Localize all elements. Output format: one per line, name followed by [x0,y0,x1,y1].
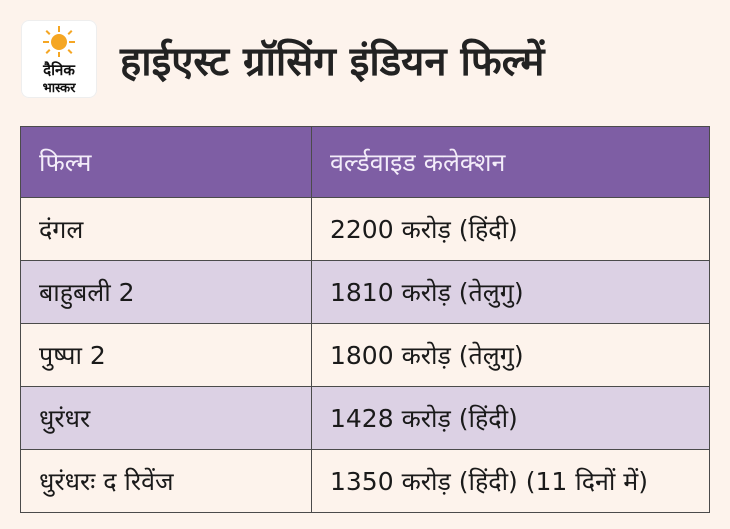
page-title: हाईएस्ट ग्रॉसिंग इंडियन फिल्में [120,39,545,85]
table-row: धुरंधरः द रिवेंज 1350 करोड़ (हिंदी) (11 … [20,449,710,513]
table-row: दंगल 2200 करोड़ (हिंदी) [20,197,710,261]
film-cell: धुरंधर [20,386,312,450]
logo-line1: दैनिक [43,61,75,79]
film-cell: पुष्पा 2 [20,323,312,387]
column-header-film: फिल्म [20,126,312,198]
film-cell: धुरंधरः द रिवेंज [20,449,312,513]
table-row: धुरंधर 1428 करोड़ (हिंदी) [20,386,710,450]
collection-cell: 1800 करोड़ (तेलुगु) [311,323,710,387]
film-cell: दंगल [20,197,312,261]
films-table: फिल्म वर्ल्डवाइड कलेक्शन दंगल 2200 करोड़… [20,126,710,513]
dainik-bhaskar-logo: दैनिक भास्कर [21,20,97,98]
sun-icon [43,26,75,57]
table-row: पुष्पा 2 1800 करोड़ (तेलुगु) [20,323,710,387]
table-header-row: फिल्म वर्ल्डवाइड कलेक्शन [20,126,710,198]
film-cell: बाहुबली 2 [20,260,312,324]
collection-cell: 1350 करोड़ (हिंदी) (11 दिनों में) [311,449,710,513]
logo-line2: भास्कर [42,81,76,96]
collection-cell: 2200 करोड़ (हिंदी) [311,197,710,261]
collection-cell: 1428 करोड़ (हिंदी) [311,386,710,450]
table-row: बाहुबली 2 1810 करोड़ (तेलुगु) [20,260,710,324]
collection-cell: 1810 करोड़ (तेलुगु) [311,260,710,324]
column-header-collection: वर्ल्डवाइड कलेक्शन [311,126,710,198]
